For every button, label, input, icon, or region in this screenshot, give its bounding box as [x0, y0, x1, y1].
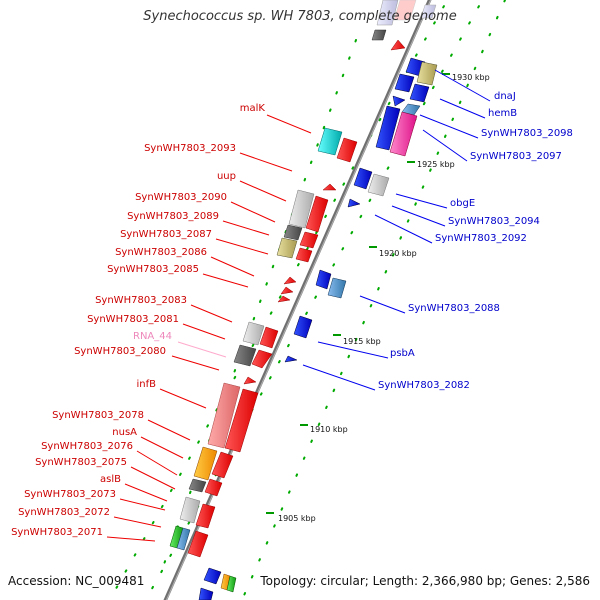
gene-glyph-dnaj — [394, 73, 415, 93]
gene-glyph-syn2098 — [375, 105, 401, 151]
gene-label-synwh7803_2088: SynWH7803_2088 — [408, 303, 500, 314]
gene-glyph-bottom-blue — [203, 567, 222, 585]
scale-label-1920: 1920 kbp — [379, 249, 417, 258]
gene-label-synwh7803_2086: SynWH7803_2086 — [115, 247, 207, 258]
gene-glyph-syn2073 — [179, 496, 201, 524]
gene-label-synwh7803_2093: SynWH7803_2093 — [144, 143, 236, 154]
gene-label-synwh7803_2081: SynWH7803_2081 — [87, 314, 179, 325]
gene-glyph-syn2087 — [276, 237, 298, 259]
gene-glyph-rna44 — [233, 344, 257, 367]
gene-glyph-r-redtip — [390, 39, 406, 51]
gene-glyph-syn2085 — [280, 286, 294, 295]
gene-glyph-syn2088-a — [315, 269, 332, 290]
gene-glyph-r-top2 — [393, 0, 417, 21]
gene-glyph-r-top3 — [420, 4, 437, 19]
gene-glyph-syn2078 — [224, 388, 259, 453]
gene-label-synwh7803_2071: SynWH7803_2071 — [11, 527, 103, 538]
gene-label-dnaj: dnaJ — [494, 91, 516, 102]
gene-glyph-syn2085-b — [277, 295, 291, 303]
gene-label-infb: infB — [136, 379, 157, 390]
reverse-leader-lines — [302, 69, 491, 391]
gene-glyph-malk — [317, 127, 343, 156]
gene-label-uup: uup — [216, 171, 236, 182]
gene-glyph-syn2089-b — [299, 231, 319, 249]
forward-leader-lines — [106, 114, 312, 542]
gene-label-synwh7803_2094: SynWH7803_2094 — [448, 216, 540, 227]
gene-label-synwh7803_2082: SynWH7803_2082 — [378, 380, 470, 391]
gene-label-synwh7803_2097: SynWH7803_2097 — [470, 151, 562, 162]
gene-glyph-uup — [288, 189, 315, 229]
forward-strand-genes — [169, 127, 358, 558]
gene-glyph-obge — [353, 167, 373, 190]
gene-glyph-r-dark — [371, 29, 387, 41]
gene-label-synwh7803_2092: SynWH7803_2092 — [435, 233, 527, 244]
rna-leader-line — [177, 341, 227, 358]
topology-text: Topology: circular; Length: 2,366,980 bp… — [260, 574, 590, 588]
gene-glyph-grey-obg — [367, 173, 390, 197]
gene-label-synwh7803_2085: SynWH7803_2085 — [107, 264, 199, 275]
genome-title: Synechococcus sp. WH 7803, complete geno… — [143, 9, 457, 24]
scale-label-1905: 1905 kbp — [278, 514, 316, 523]
gene-glyph-psba-block — [293, 315, 313, 339]
scale-label-1915: 1915 kbp — [343, 337, 381, 346]
gene-label-synwh7803_2078: SynWH7803_2078 — [52, 410, 144, 421]
gene-glyph-syn2088 — [327, 277, 347, 299]
gene-glyph-syn2097 — [389, 111, 418, 157]
scale-label-1925: 1925 kbp — [417, 160, 455, 169]
gene-glyph-aslb — [204, 478, 223, 497]
reverse-strand-genes — [198, 0, 438, 600]
gene-glyph-tan-top — [416, 61, 438, 86]
gene-glyph-syn2072 — [195, 503, 216, 529]
gene-glyph-r-top1 — [376, 0, 399, 26]
gene-label-synwh7803_2075: SynWH7803_2075 — [35, 457, 127, 468]
gene-glyph-infb — [207, 382, 241, 449]
gene-label-psba: psbA — [390, 348, 415, 359]
accession-text: Accession: NC_009481 — [8, 574, 145, 588]
gene-glyph-syn2081 — [259, 326, 279, 349]
gene-glyph-nusa — [193, 446, 218, 481]
gene-label-synwh7803_2087: SynWH7803_2087 — [120, 229, 212, 240]
gene-glyph-bottom-blue2 — [198, 587, 214, 600]
gene-label-aslb: aslB — [100, 474, 121, 485]
gene-label-synwh7803_2073: SynWH7803_2073 — [24, 489, 116, 500]
gene-glyph-syn2093 — [336, 137, 358, 163]
guide-line-left-outer — [108, 0, 449, 600]
gene-glyph-uup-arrow — [322, 183, 337, 191]
gene-glyph-psba — [284, 355, 298, 363]
gene-label-synwh7803_2080: SynWH7803_2080 — [74, 346, 166, 357]
gene-glyph-syn2086 — [283, 276, 297, 285]
gene-label-hemb: hemB — [488, 108, 518, 119]
gene-label-synwh7803_2098: SynWH7803_2098 — [481, 128, 573, 139]
gene-glyph-bottom-green — [226, 575, 237, 593]
gene-glyph-r-arrow — [392, 95, 406, 107]
gene-glyph-syn2071 — [187, 530, 209, 558]
gene-label-synwh7803_2076: SynWH7803_2076 — [41, 441, 133, 452]
gene-glyph-syn2080 — [251, 349, 273, 369]
gene-glyph-syn2090 — [305, 195, 329, 233]
gene-label-synwh7803_2089: SynWH7803_2089 — [127, 211, 219, 222]
guide-line-left-inner — [159, 39, 357, 576]
scale-label-1930: 1930 kbp — [452, 73, 490, 82]
gene-label-synwh7803_2090: SynWH7803_2090 — [135, 192, 227, 203]
gene-glyph-syn2071-steel — [176, 527, 191, 551]
scale-label-1910: 1910 kbp — [310, 425, 348, 434]
gene-glyph-syn2076 — [211, 451, 234, 479]
scale-ticks — [266, 73, 450, 514]
gene-label-nusa: nusA — [112, 427, 137, 438]
gene-label-malk: malK — [239, 103, 265, 114]
gene-glyph-hemb — [409, 83, 430, 103]
gene-glyph-syn2094 — [347, 198, 361, 208]
gene-glyph-syn2087-b — [295, 247, 313, 263]
gene-label-obge: obgE — [450, 198, 476, 209]
gene-label-rna_44: RNA_44 — [133, 331, 172, 342]
gene-glyph-syn2083 — [242, 321, 265, 346]
gene-glyph-syn2075 — [188, 478, 207, 493]
gene-label-synwh7803_2072: SynWH7803_2072 — [18, 507, 110, 518]
gene-glyph-syn2089 — [283, 224, 303, 241]
gene-glyph-infb-tip — [243, 376, 257, 385]
gene-label-synwh7803_2083: SynWH7803_2083 — [95, 295, 187, 306]
